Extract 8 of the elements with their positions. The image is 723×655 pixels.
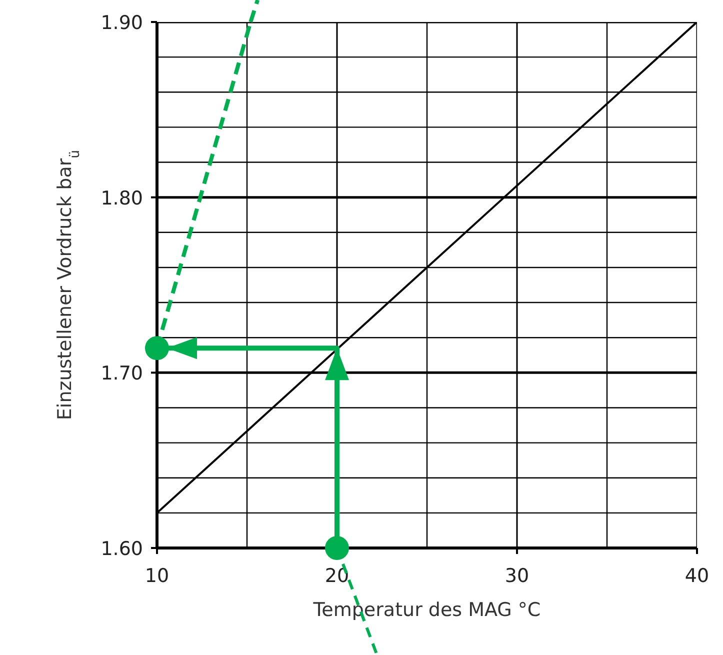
x-axis-title: Temperatur des MAG °C xyxy=(312,599,541,621)
y-tick-label: 1.60 xyxy=(100,538,143,560)
x-tick-label: 10 xyxy=(144,565,170,587)
y-tick-label: 1.80 xyxy=(100,187,143,210)
x-tick-label: 30 xyxy=(504,565,530,587)
x-tick-label: 40 xyxy=(684,565,710,587)
y-tick-label: 1.90 xyxy=(100,12,143,34)
y-tick-label: 1.70 xyxy=(100,362,143,385)
